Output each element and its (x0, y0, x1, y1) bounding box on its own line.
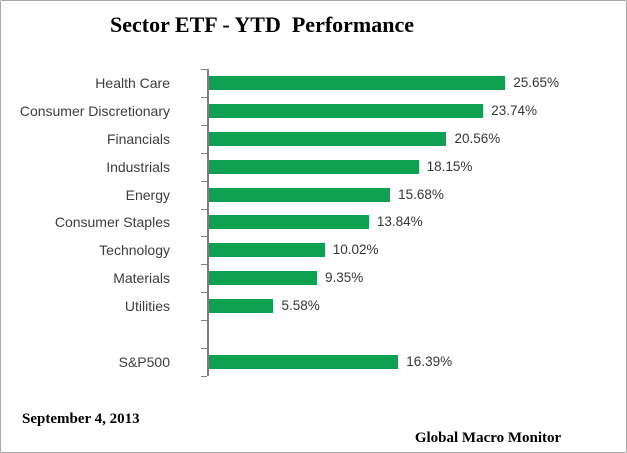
axis-tick (201, 69, 207, 70)
axis-tick (201, 96, 207, 98)
category-label: Health Care (95, 74, 170, 91)
chart-title: Sector ETF - YTD Performance (109, 12, 415, 37)
category-label: Technology (99, 242, 170, 259)
bar (209, 299, 274, 314)
value-label: 18.15% (426, 158, 473, 174)
bar (209, 243, 325, 258)
value-label: 15.68% (398, 186, 444, 202)
axis-tick (201, 152, 207, 154)
footer-source: Global Macro Monitor macromon.wordpress.… (403, 396, 572, 452)
axis-tick (201, 180, 207, 182)
bar (209, 159, 419, 174)
value-label: 20.56% (454, 130, 501, 146)
category-label: Utilities (124, 298, 170, 315)
category-label: Consumer Discretionary (19, 102, 170, 119)
source-name: Global Macro Monitor (414, 430, 562, 446)
axis-tick (201, 208, 207, 210)
axis-tick (201, 375, 207, 377)
bar (209, 103, 484, 118)
category-label: Financials (106, 130, 170, 147)
category-label: Energy (125, 186, 170, 203)
bar (209, 271, 317, 286)
value-label: 9.35% (324, 270, 364, 286)
bar (209, 75, 506, 90)
bar (209, 354, 399, 369)
bar (209, 131, 447, 146)
value-label: 25.65% (513, 74, 560, 90)
bar (209, 187, 391, 202)
bar (209, 215, 369, 230)
axis-tick (201, 320, 207, 322)
value-label: 5.58% (281, 298, 320, 314)
category-label: Industrials (106, 158, 170, 175)
value-label: 10.02% (332, 242, 379, 258)
value-label: 13.84% (376, 214, 423, 230)
footer-date: September 4, 2013 (22, 411, 140, 427)
category-label: Materials (113, 270, 170, 287)
axis-tick (201, 124, 207, 126)
axis-tick (201, 292, 207, 294)
axis-tick (201, 236, 207, 238)
axis-tick (201, 264, 207, 266)
axis-tick (201, 348, 207, 349)
category-axis (207, 69, 209, 376)
value-label: 16.39% (406, 353, 453, 369)
category-label: S&P500 (118, 353, 170, 370)
value-label: 23.74% (491, 102, 537, 118)
category-label: Consumer Staples (54, 214, 170, 231)
